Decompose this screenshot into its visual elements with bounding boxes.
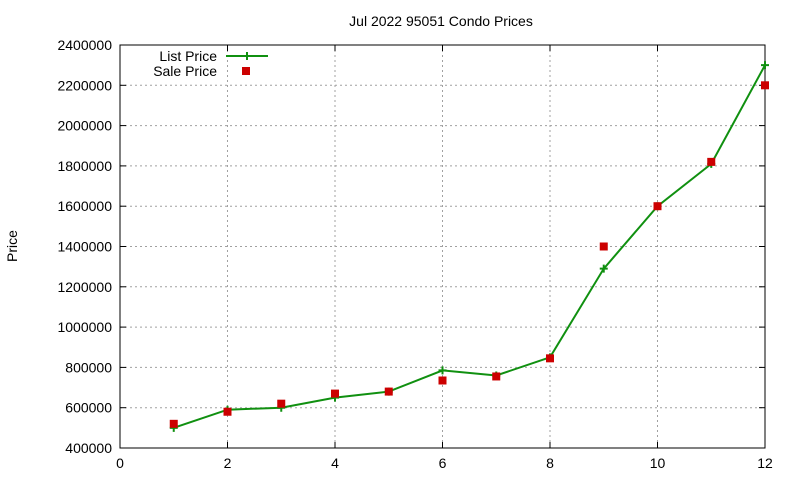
x-tick-label: 12 — [757, 455, 773, 471]
grid — [120, 45, 765, 448]
y-tick-label: 1000000 — [57, 319, 112, 335]
x-tick-label: 4 — [331, 455, 339, 471]
legend-marker-sale-price — [242, 67, 250, 75]
y-tick-label: 2400000 — [57, 37, 112, 53]
list-price-point — [761, 61, 769, 70]
chart-title: Jul 2022 95051 Condo Prices — [349, 13, 533, 29]
y-tick-label: 600000 — [65, 400, 112, 416]
list-price-point — [599, 264, 608, 273]
legend-marker-list-price — [243, 52, 251, 60]
x-tick-label: 0 — [116, 455, 124, 471]
y-tick-label: 1400000 — [57, 239, 112, 255]
y-tick-label: 400000 — [65, 440, 112, 456]
x-tick-label: 10 — [650, 455, 666, 471]
sale-price-point — [761, 81, 769, 90]
sale-price-point — [599, 242, 608, 251]
y-axis-label: Price — [4, 230, 20, 262]
sale-price-point — [546, 354, 554, 363]
sale-price-point — [653, 202, 662, 211]
list-price-line — [173, 64, 766, 429]
axis-ticks — [119, 44, 766, 449]
list-price-point — [438, 366, 447, 375]
y-tick-label: 1200000 — [57, 279, 112, 295]
y-tick-label: 800000 — [65, 359, 112, 375]
sale-price-point — [277, 399, 286, 408]
sale-price-point — [707, 157, 716, 166]
legend-label-list-price: List Price — [159, 48, 217, 64]
sale-price-point — [384, 387, 393, 396]
y-tick-label: 2200000 — [57, 77, 112, 93]
legend-label-sale-price: Sale Price — [153, 63, 217, 79]
y-tick-label: 2000000 — [57, 118, 112, 134]
sale-price-point — [331, 389, 339, 398]
x-tick-label: 8 — [546, 455, 554, 471]
sale-price-point — [492, 372, 501, 381]
y-tick-label: 1600000 — [57, 198, 112, 214]
x-tick-label: 2 — [224, 455, 232, 471]
y-tick-label: 1800000 — [57, 158, 112, 174]
sale-price-point — [169, 419, 178, 428]
sale-price-point — [438, 376, 447, 385]
sale-price-point — [223, 407, 232, 416]
tick-labels: 400000 600000 800000 1000000 1200000 1400000 1… — [57, 37, 773, 471]
x-tick-label: 6 — [439, 455, 447, 471]
series — [169, 61, 769, 432]
